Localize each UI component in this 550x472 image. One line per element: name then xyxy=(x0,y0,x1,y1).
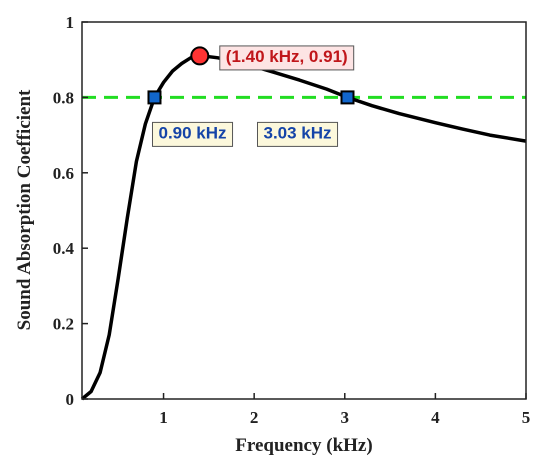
peak-label: (1.40 kHz, 0.91) xyxy=(219,45,355,71)
y-tick-label-3: 0.6 xyxy=(53,164,74,183)
x-tick-label-4: 5 xyxy=(522,408,531,427)
y-tick-label-1: 0.2 xyxy=(53,315,74,334)
y-tick-label-5: 1 xyxy=(66,13,75,32)
right-crossing-label-box xyxy=(256,121,339,147)
left-crossing-label: 0.90 kHz xyxy=(151,121,234,147)
peak-label-box xyxy=(219,45,355,71)
annotation-layer: (1.40 kHz, 0.91) 0.90 kHz 3.03 kHz xyxy=(151,45,355,147)
right-crossing-label-text: 3.03 kHz xyxy=(263,123,331,142)
x-tick-label-0: 1 xyxy=(159,408,168,427)
x-axis-ticks: 1 2 3 4 5 xyxy=(159,393,530,427)
y-axis-title: Sound Absorption Coefficient xyxy=(14,89,35,330)
x-tick-label-3: 4 xyxy=(431,408,440,427)
y-axis-ticks: 0 0.2 0.4 0.6 0.8 1 xyxy=(53,13,88,409)
peak-label-text: (1.40 kHz, 0.91) xyxy=(226,47,348,66)
plot-frame xyxy=(81,21,527,400)
crossing-marker-0 xyxy=(147,90,162,105)
x-tick-label-1: 2 xyxy=(250,408,259,427)
right-crossing-label: 3.03 kHz xyxy=(256,121,339,147)
y-tick-label-0: 0 xyxy=(66,390,75,409)
x-tick-label-2: 3 xyxy=(341,408,350,427)
left-crossing-label-text: 0.90 kHz xyxy=(158,123,226,142)
left-crossing-label-box xyxy=(151,121,234,147)
x-axis-title: Frequency (kHz) xyxy=(235,435,372,456)
y-tick-label-4: 0.8 xyxy=(53,88,74,107)
crossing-marker-1 xyxy=(340,90,355,105)
peak-marker xyxy=(190,46,210,66)
marker-layer xyxy=(147,46,355,105)
y-tick-label-2: 0.4 xyxy=(53,239,75,258)
